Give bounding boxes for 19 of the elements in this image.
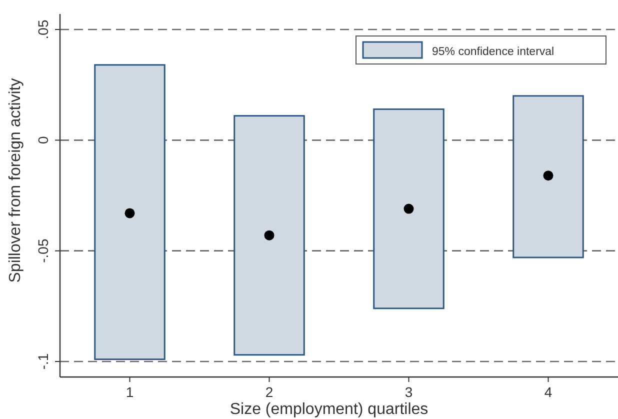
- y-axis-title: Spillover from foreign activity: [7, 78, 24, 283]
- point: [404, 204, 414, 214]
- x-axis-title: Size (employment) quartiles: [230, 401, 428, 418]
- x-tick-label: 1: [126, 384, 134, 400]
- bar: [512, 95, 584, 258]
- bar: [94, 64, 166, 360]
- y-tick-label: -.05: [35, 238, 51, 263]
- x-tick-label: 2: [265, 384, 274, 400]
- x-tick-label: 3: [404, 384, 413, 400]
- point: [264, 230, 274, 240]
- point: [124, 208, 135, 218]
- y-tick-label: -.1: [35, 353, 51, 370]
- y-tick-label: .05: [35, 20, 51, 40]
- bar: [234, 115, 305, 356]
- x-tick-label: 4: [544, 384, 552, 400]
- point: [543, 170, 554, 181]
- bar: [373, 108, 444, 310]
- y-tick-label: 0: [35, 136, 51, 144]
- text: 95% confidence interval: [432, 46, 554, 58]
